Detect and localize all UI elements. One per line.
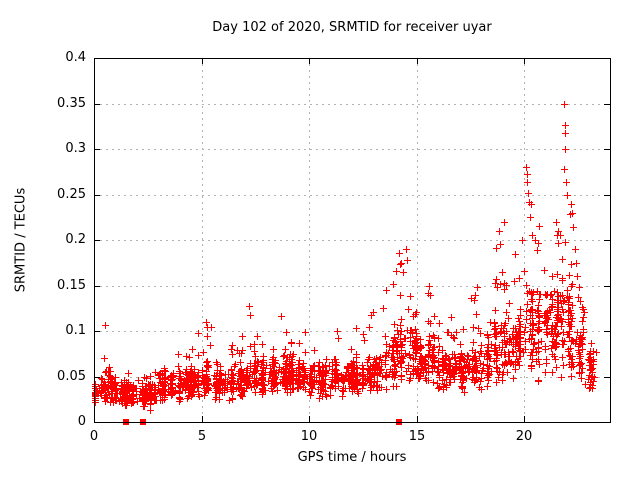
x-tick-label: 10 [300,429,318,444]
x-tick-label: 15 [408,429,426,444]
y-tick-label: 0.15 [57,278,86,293]
x-tick-label: 20 [515,429,533,444]
plot-frame-and-ticks [94,58,611,423]
y-tick-label: 0 [77,414,86,429]
y-tick-label: 0.25 [57,187,86,202]
y-tick-label: 0.4 [65,50,86,65]
x-axis-label: GPS time / hours [297,450,407,465]
x-tick-label: 0 [89,429,99,444]
y-tick-label: 0.35 [57,96,86,111]
chart-title: Day 102 of 2020, SRMTID for receiver uya… [212,20,492,35]
scatter-plus-markers [92,101,600,414]
y-tick-label: 0.1 [65,323,86,338]
y-tick-label: 0.05 [57,369,86,384]
y-tick-label: 0.3 [65,141,86,156]
y-tick-label: 0.2 [65,232,86,247]
x-tick-label: 5 [197,429,207,444]
